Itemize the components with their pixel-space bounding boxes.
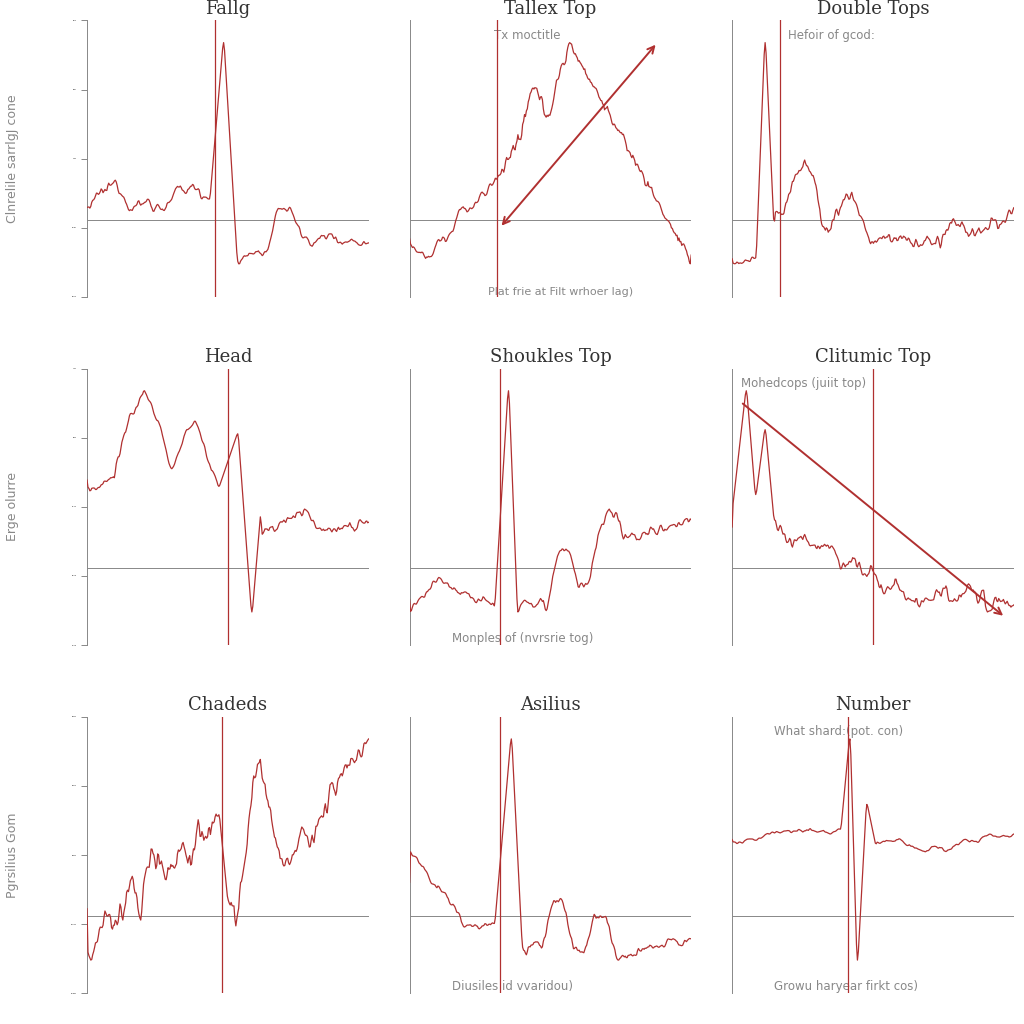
Text: Plat frie at Filt wrhoer lag): Plat frie at Filt wrhoer lag) bbox=[488, 287, 634, 297]
Text: Growu haryear firkt cos): Growu haryear firkt cos) bbox=[774, 980, 919, 993]
Text: Erge olurre: Erge olurre bbox=[6, 472, 18, 542]
Text: Pgrsilius Gom: Pgrsilius Gom bbox=[6, 812, 18, 898]
Title: Fallg: Fallg bbox=[205, 0, 251, 17]
Text: Monples of (nvrsrie tog): Monples of (nvrsrie tog) bbox=[452, 632, 593, 645]
Title: Head: Head bbox=[204, 348, 252, 366]
Title: Tallex Top: Tallex Top bbox=[504, 0, 597, 17]
Title: Clitumic Top: Clitumic Top bbox=[815, 348, 931, 366]
Text: Clnrelile sarrlgJ cone: Clnrelile sarrlgJ cone bbox=[6, 94, 18, 223]
Text: Tx moctitle: Tx moctitle bbox=[495, 29, 560, 42]
Text: Mohedcops (juiit top): Mohedcops (juiit top) bbox=[740, 377, 865, 390]
Title: Double Tops: Double Tops bbox=[817, 0, 929, 17]
Title: Shoukles Top: Shoukles Top bbox=[489, 348, 611, 366]
Title: Asilius: Asilius bbox=[520, 696, 581, 714]
Text: Hefoir of gcod:: Hefoir of gcod: bbox=[788, 29, 876, 42]
Text: What shard:(pot. con): What shard:(pot. con) bbox=[774, 725, 903, 738]
Title: Number: Number bbox=[836, 696, 910, 714]
Text: Diusiles id vvaridou): Diusiles id vvaridou) bbox=[452, 980, 572, 993]
Title: Chadeds: Chadeds bbox=[188, 696, 267, 714]
